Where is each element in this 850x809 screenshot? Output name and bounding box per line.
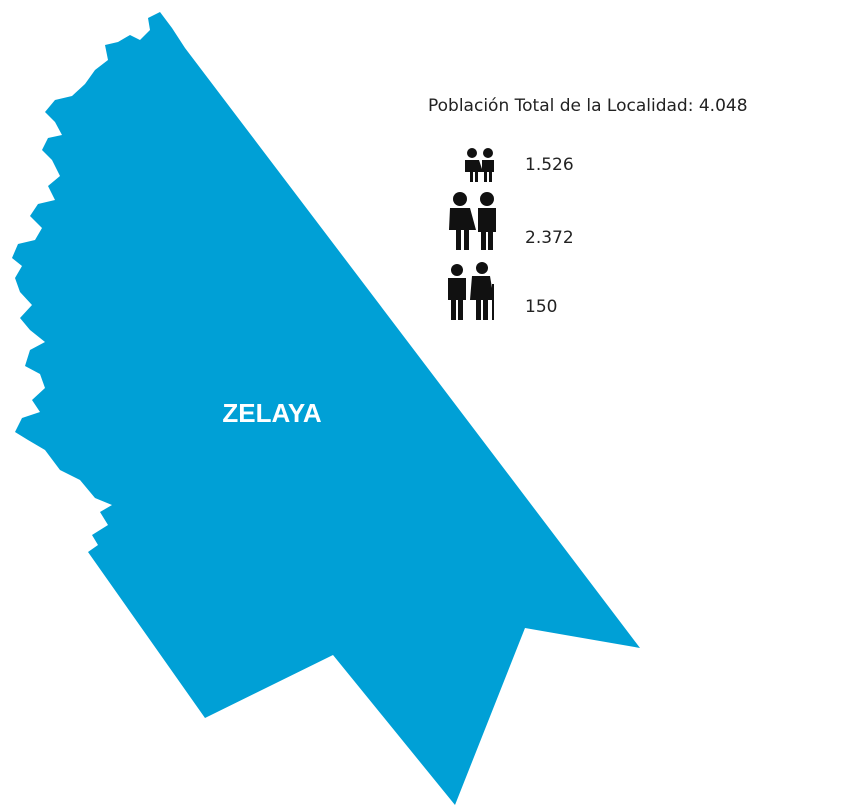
elderly-icon (448, 262, 494, 320)
children-value: 1.526 (525, 155, 574, 175)
adults-value: 2.372 (525, 228, 574, 248)
region-label: ZELAYA (222, 398, 321, 428)
total-value: 4.048 (699, 96, 748, 116)
info-title: Población Total de la Localidad: 4.048 (428, 96, 748, 116)
children-icon (465, 148, 494, 182)
adults-icon (449, 192, 496, 250)
elderly-value: 150 (525, 297, 557, 317)
region-shape (12, 12, 640, 805)
title-text: Población Total de la Localidad: (428, 96, 693, 116)
